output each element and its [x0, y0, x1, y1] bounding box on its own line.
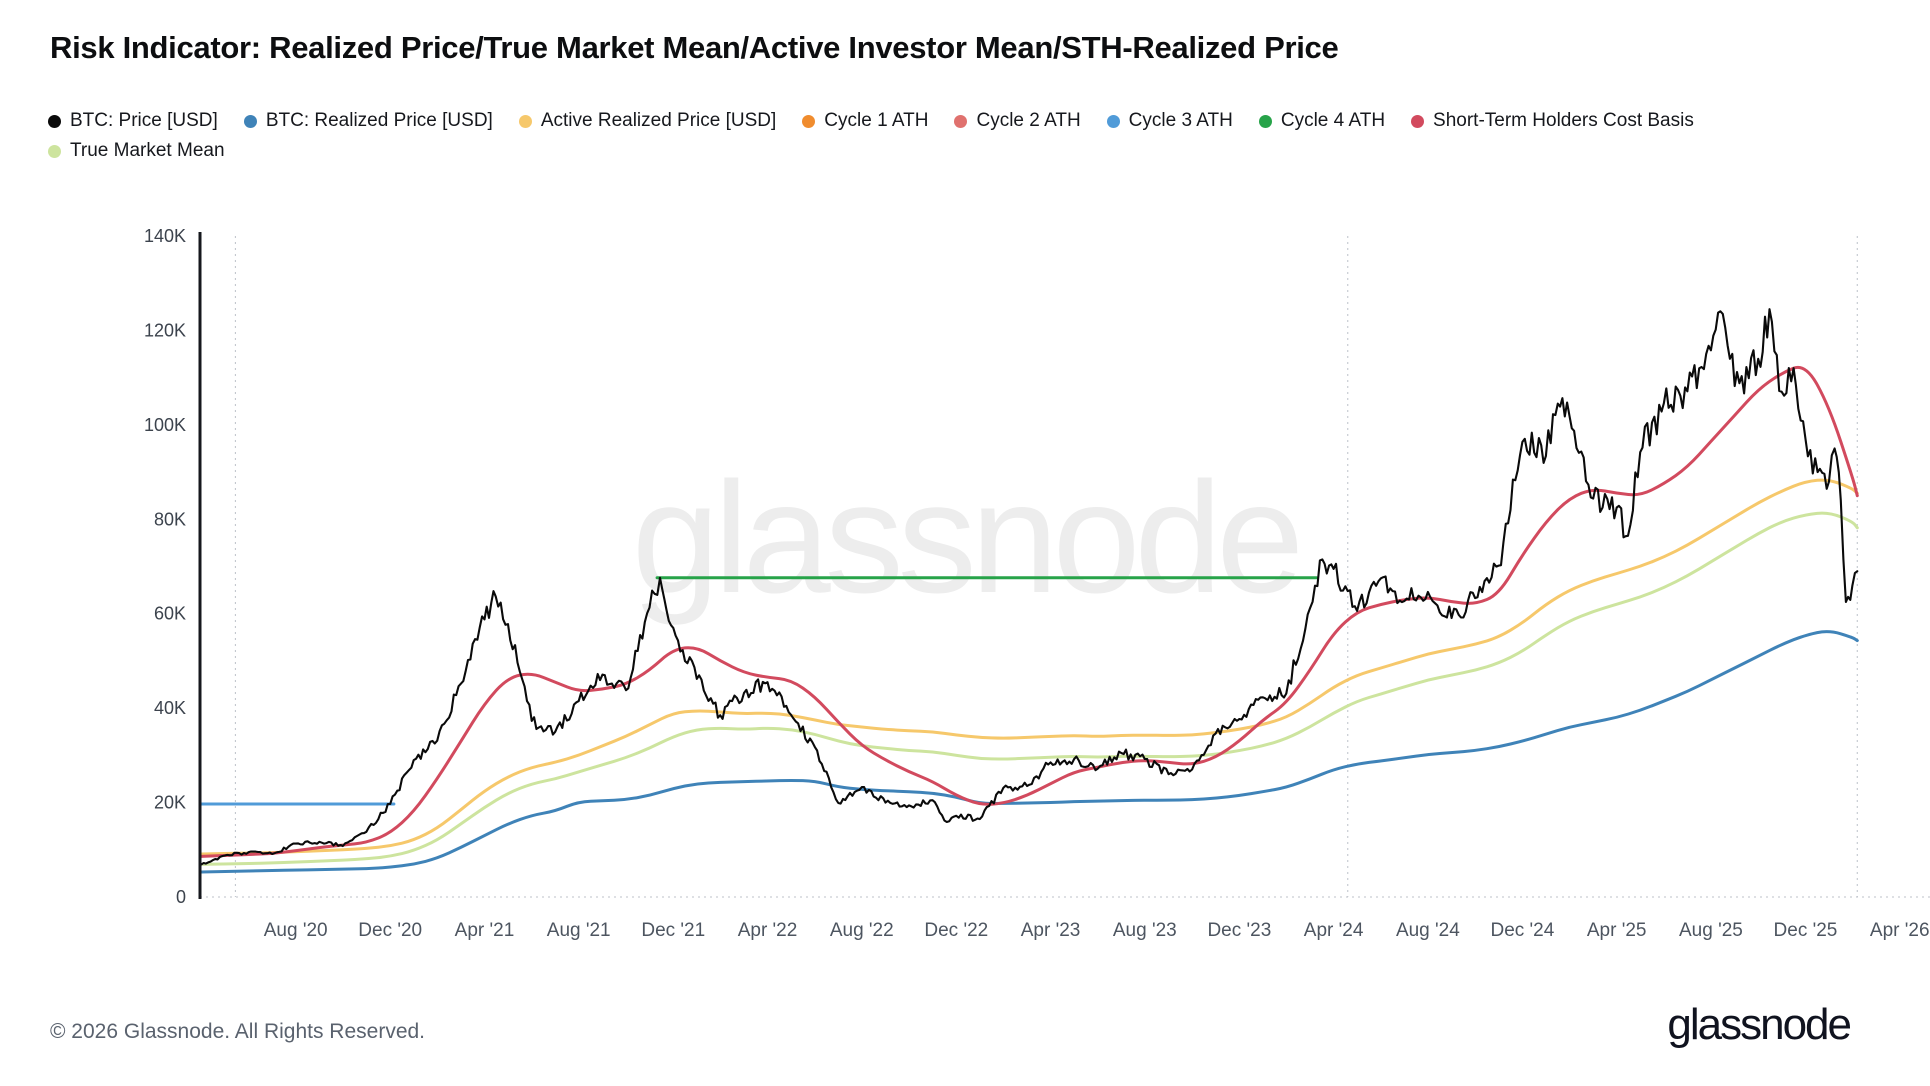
legend-color-dot	[48, 144, 61, 158]
x-tick-label: Aug '24	[1396, 920, 1460, 941]
glassnode-logo: glassnode	[1667, 1000, 1852, 1049]
legend-item[interactable]: BTC: Price [USD]	[48, 110, 218, 132]
legend-color-dot	[954, 114, 968, 128]
legend-label: Cycle 1 ATH	[824, 110, 929, 131]
legend-color-dot	[48, 114, 61, 128]
series-line-active-realized-price-usd	[199, 478, 1859, 856]
y-tick-label: 40K	[154, 698, 186, 718]
x-tick-label: Apr '24	[1304, 920, 1364, 941]
y-tick-label: 100K	[144, 415, 186, 435]
y-tick-label: 80K	[154, 509, 186, 529]
legend-item[interactable]: Cycle 1 ATH	[802, 110, 928, 132]
chart-legend: BTC: Price [USD] BTC: Realized Price [USD…	[48, 110, 1808, 162]
x-tick-label: Apr '21	[455, 920, 515, 941]
x-tick-label: Dec '20	[358, 920, 422, 941]
x-tick-label: Apr '26	[1870, 920, 1930, 941]
y-tick-label: 140K	[144, 226, 186, 246]
legend-label: Cycle 3 ATH	[1128, 110, 1233, 131]
legend-label: BTC: Realized Price [USD]	[265, 110, 493, 131]
legend-color-dot	[1411, 114, 1425, 128]
x-tick-label: Aug '21	[547, 920, 611, 941]
series-line-short-term-holders-cost-basis	[199, 365, 1859, 858]
legend-item[interactable]: Cycle 4 ATH	[1258, 110, 1386, 132]
chart-title: Risk Indicator: Realized Price/True Mark…	[50, 30, 1339, 65]
x-tick-label: Dec '24	[1490, 920, 1554, 941]
legend-item[interactable]: Short-Term Holders Cost Basis	[1411, 110, 1694, 132]
series-line-btc-price-usd	[200, 308, 1859, 866]
y-tick-label: 0	[176, 887, 186, 907]
x-tick-label: Dec '23	[1207, 920, 1271, 941]
legend-item[interactable]: Cycle 2 ATH	[954, 110, 1081, 132]
legend-label: Cycle 4 ATH	[1280, 110, 1386, 131]
legend-color-dot	[243, 114, 257, 128]
legend-item[interactable]: BTC: Realized Price [USD]	[243, 110, 493, 132]
y-tick-label: 120K	[144, 320, 186, 340]
legend-item[interactable]: Cycle 3 ATH	[1106, 110, 1233, 132]
legend-color-dot	[1106, 114, 1120, 128]
x-tick-label: Dec '25	[1774, 920, 1838, 941]
glassnode-watermark: glassnode	[631, 450, 1304, 626]
x-tick-label: Aug '25	[1679, 920, 1743, 941]
legend-color-dot	[518, 114, 532, 128]
legend-label: Short-Term Holders Cost Basis	[1433, 110, 1694, 131]
x-tick-label: Apr '23	[1021, 920, 1081, 941]
x-tick-label: Aug '22	[830, 920, 894, 941]
x-tick-label: Aug '20	[264, 920, 328, 941]
legend-item[interactable]: Active Realized Price [USD]	[518, 110, 777, 132]
legend-label: Active Realized Price [USD]	[540, 110, 777, 131]
series-line-true-market-mean	[199, 511, 1859, 866]
x-tick-label: Dec '22	[924, 920, 988, 941]
footer-copyright: © 2026 Glassnode. All Rights Reserved.	[50, 1020, 426, 1043]
x-tick-label: Apr '25	[1587, 920, 1647, 941]
series-line-btc-realized-price-usd	[199, 630, 1859, 874]
legend-color-dot	[1258, 114, 1272, 128]
y-tick-label: 20K	[154, 793, 186, 813]
x-tick-label: Apr '22	[738, 920, 798, 941]
y-tick-label: 60K	[154, 604, 186, 624]
legend-label: True Market Mean	[70, 140, 225, 161]
x-tick-label: Dec '21	[641, 920, 705, 941]
legend-label: Cycle 2 ATH	[976, 110, 1081, 131]
legend-color-dot	[802, 114, 816, 128]
x-tick-label: Aug '23	[1113, 920, 1177, 941]
legend-label: BTC: Price [USD]	[70, 110, 218, 131]
legend-item[interactable]: True Market Mean	[48, 140, 225, 162]
